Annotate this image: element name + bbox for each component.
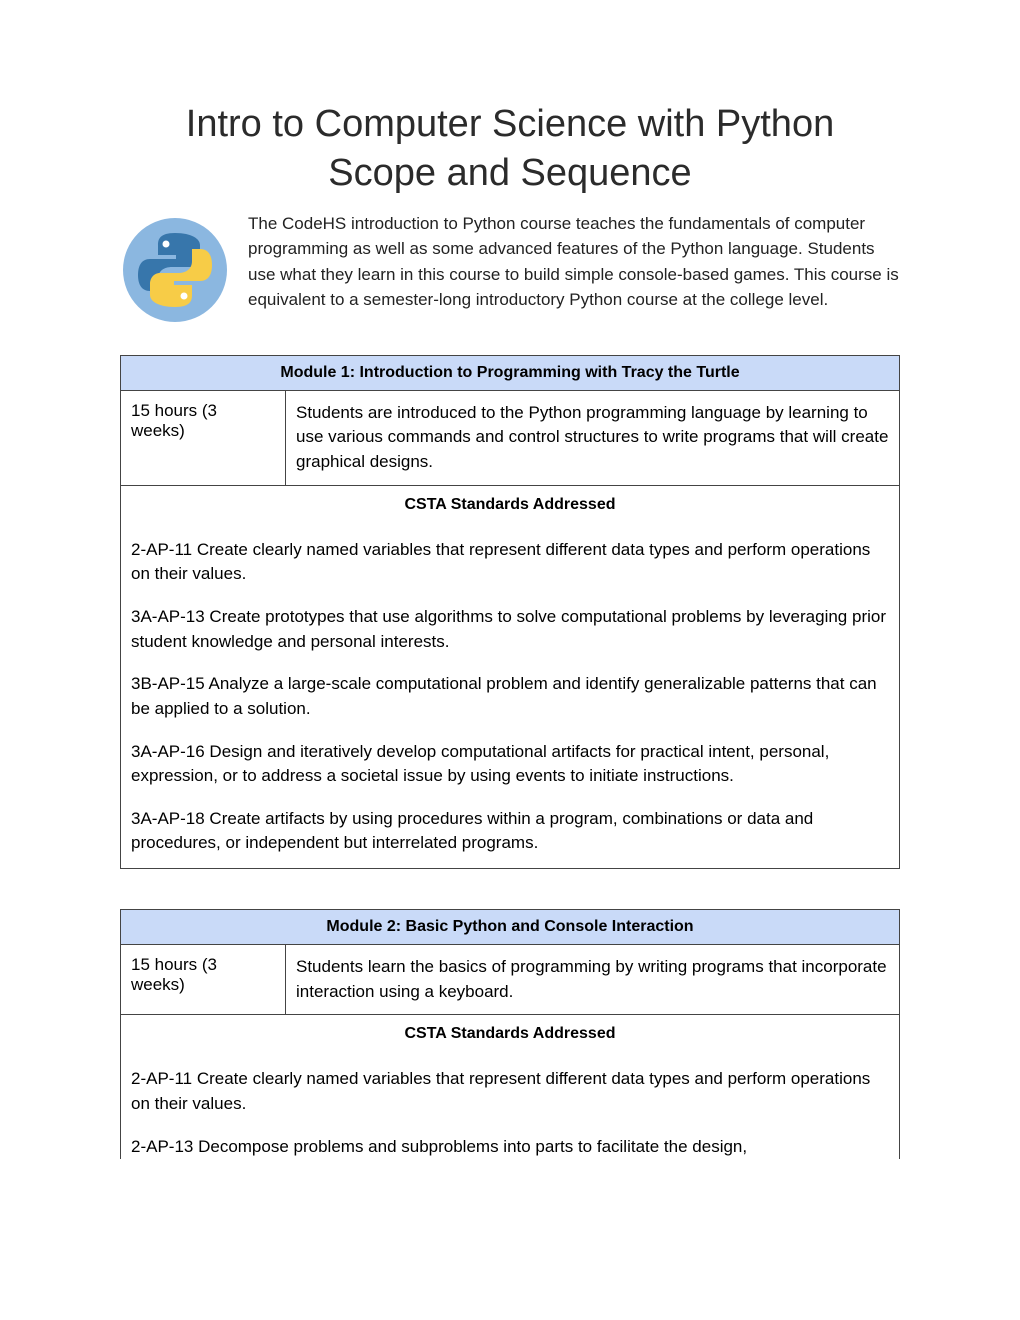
standard-item: 3A-AP-18 Create artifacts by using proce… — [131, 807, 889, 856]
module-2-standards-title: CSTA Standards Addressed — [121, 1015, 899, 1043]
module-1-duration: 15 hours (3 weeks) — [121, 391, 286, 485]
module-2-standards: 2-AP-11 Create clearly named variables t… — [121, 1043, 899, 1159]
module-2-info-row: 15 hours (3 weeks) Students learn the ba… — [121, 945, 899, 1015]
standard-item: 2-AP-13 Decompose problems and subproble… — [131, 1135, 889, 1160]
python-logo-icon — [120, 215, 230, 325]
standard-item: 2-AP-11 Create clearly named variables t… — [131, 538, 889, 587]
module-2-duration: 15 hours (3 weeks) — [121, 945, 286, 1014]
intro-paragraph: The CodeHS introduction to Python course… — [248, 211, 900, 313]
module-1: Module 1: Introduction to Programming wi… — [120, 355, 900, 869]
module-2-description: Students learn the basics of programming… — [286, 945, 899, 1014]
title-line-1: Intro to Computer Science with Python — [186, 103, 834, 145]
standard-item: 3A-AP-16 Design and iteratively develop … — [131, 740, 889, 789]
module-1-standards-title: CSTA Standards Addressed — [121, 486, 899, 514]
module-2-header: Module 2: Basic Python and Console Inter… — [121, 910, 899, 945]
standard-item: 3A-AP-13 Create prototypes that use algo… — [131, 605, 889, 654]
module-1-standards: 2-AP-11 Create clearly named variables t… — [121, 514, 899, 868]
intro-section: The CodeHS introduction to Python course… — [120, 211, 900, 325]
title-line-2: Scope and Sequence — [328, 152, 691, 194]
module-1-description: Students are introduced to the Python pr… — [286, 391, 899, 485]
standard-item: 3B-AP-15 Analyze a large-scale computati… — [131, 672, 889, 721]
standard-item: 2-AP-11 Create clearly named variables t… — [131, 1067, 889, 1116]
module-1-header: Module 1: Introduction to Programming wi… — [121, 356, 899, 391]
page-title: Intro to Computer Science with Python Sc… — [120, 100, 900, 199]
module-2: Module 2: Basic Python and Console Inter… — [120, 909, 900, 1159]
module-1-info-row: 15 hours (3 weeks) Students are introduc… — [121, 391, 899, 486]
